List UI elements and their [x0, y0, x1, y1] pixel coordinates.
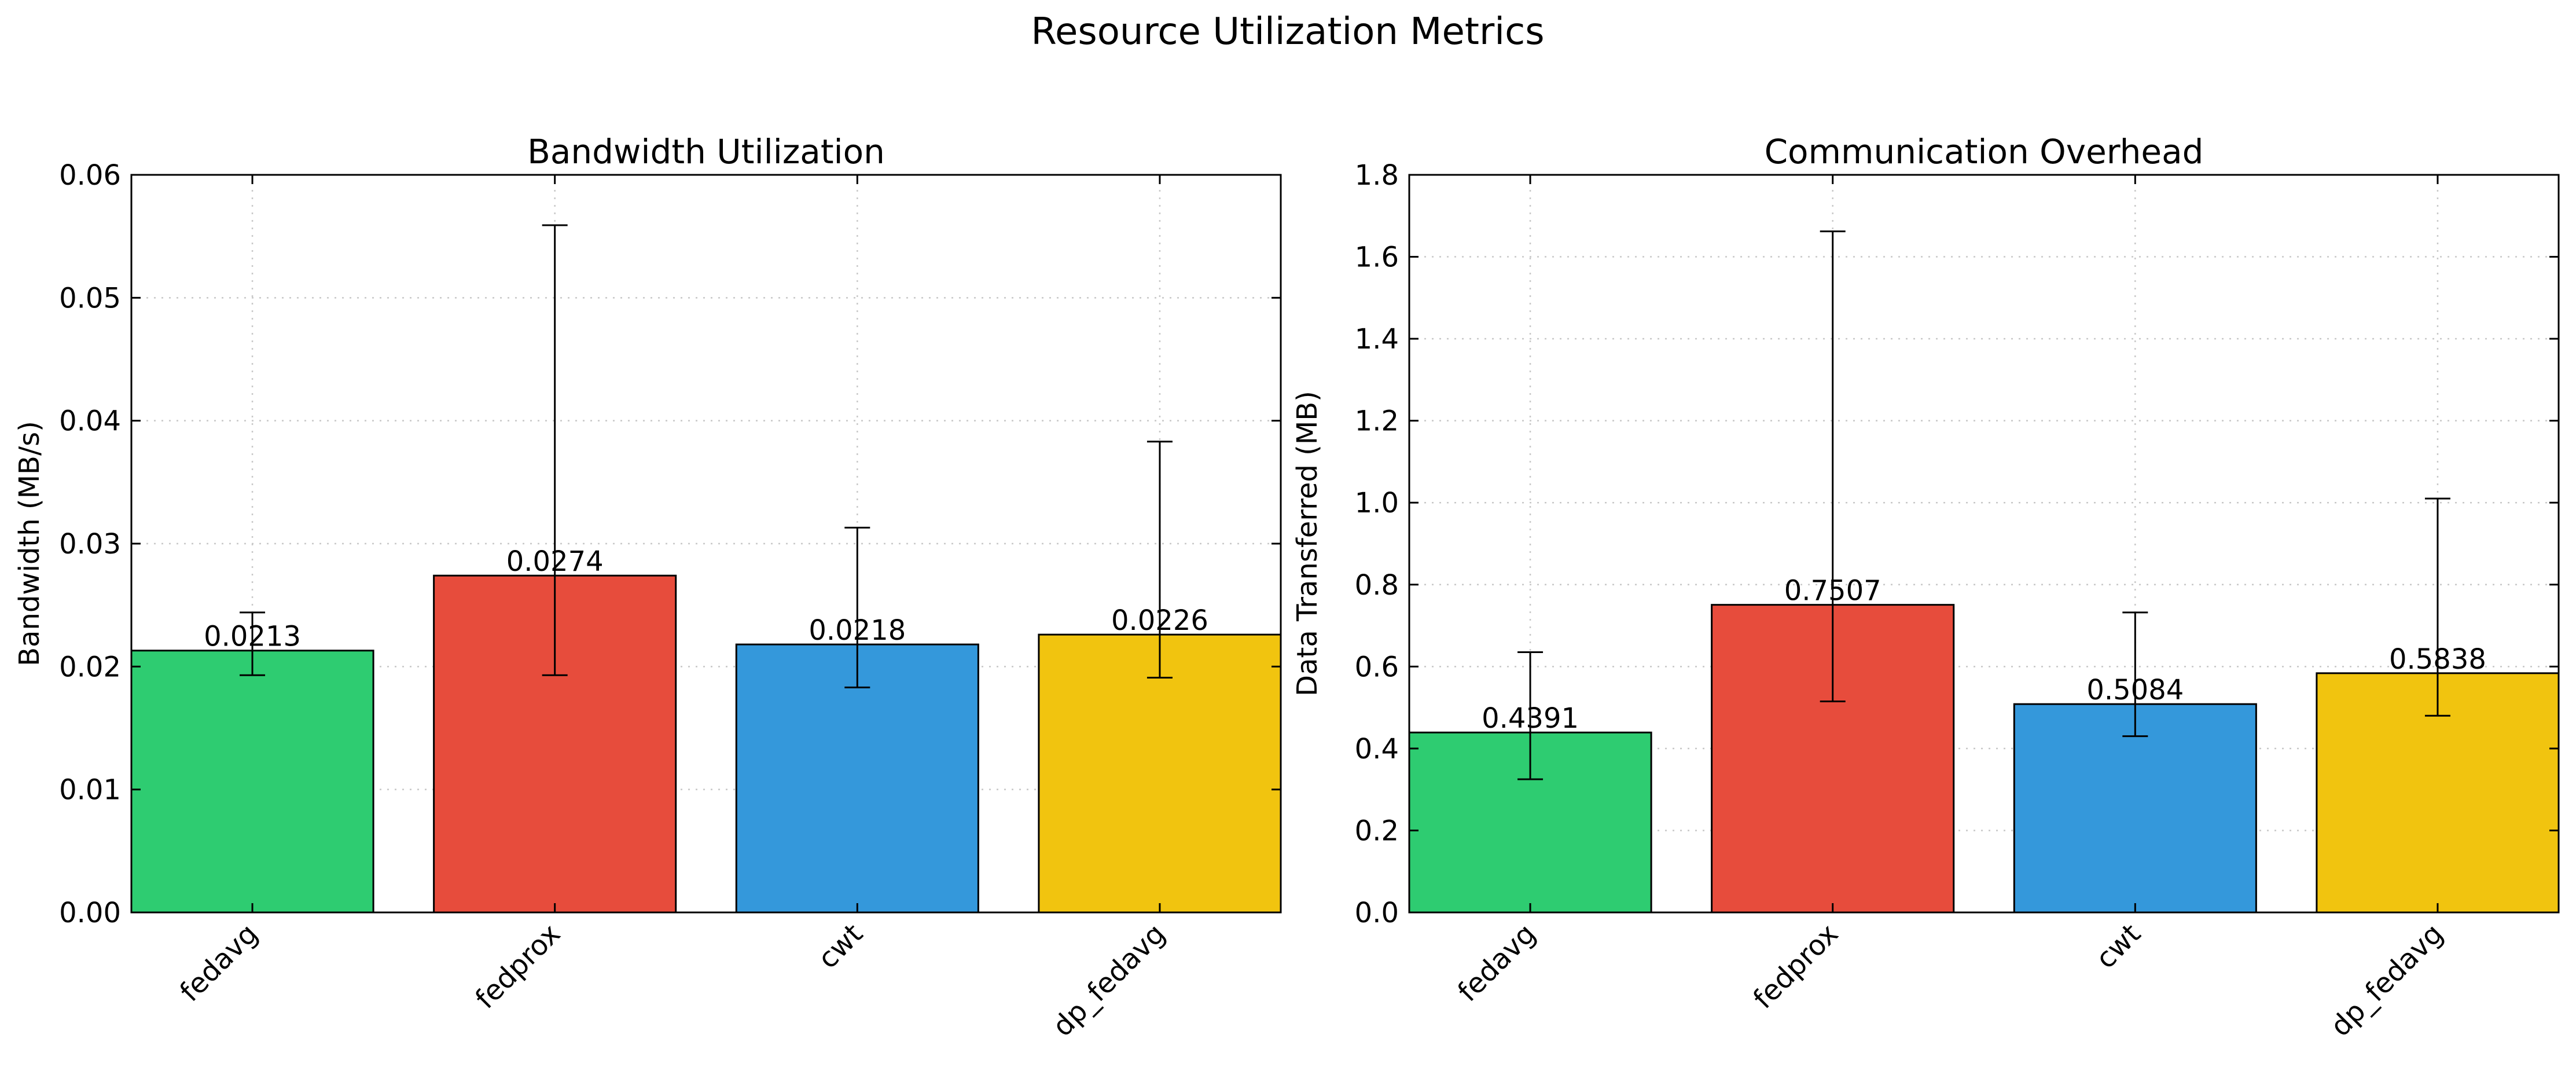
subplot-title: Communication Overhead — [1765, 132, 2204, 171]
y-tick-label: 0.2 — [1355, 815, 1399, 847]
y-tick-label: 0.03 — [59, 528, 121, 560]
bar-dp_fedavg — [1038, 633, 1282, 914]
y-tick-label: 0.02 — [59, 651, 121, 683]
y-axis-label: Bandwidth (MB/s) — [13, 421, 46, 666]
data-label: 0.7507 — [1784, 575, 1882, 607]
figure-title: Resource Utilization Metrics — [1031, 10, 1544, 53]
y-tick-label: 0.00 — [59, 897, 121, 929]
y-axis-label: Data Transferred (MB) — [1291, 391, 1324, 696]
subplot-title: Bandwidth Utilization — [527, 132, 885, 171]
data-label: 0.0213 — [204, 621, 301, 653]
y-tick-label: 0.0 — [1355, 897, 1399, 929]
bar-cwt — [735, 643, 979, 914]
y-tick-label: 1.0 — [1355, 487, 1399, 519]
y-tick-label: 0.05 — [59, 282, 121, 314]
y-tick-label: 1.8 — [1355, 159, 1399, 192]
bandwidth-chart: 0.0213 0.0274 0.0218 0.0226 0.00 0.01 0.02 0.03… — [13, 132, 1282, 1043]
y-tick-label: 0.04 — [59, 405, 121, 438]
y-tick-label: 0.8 — [1355, 569, 1399, 602]
plot-frame — [1408, 174, 2560, 914]
y-tick-label: 0.01 — [59, 774, 121, 806]
y-tick-label: 0.6 — [1355, 651, 1399, 683]
bar-fedavg — [130, 650, 374, 914]
overhead-chart: 0.4391 0.7507 0.5084 0.5838 0.0 0.2 0.4 0.6 0.8 1… — [1291, 132, 2560, 1043]
y-tick-label: 1.6 — [1355, 241, 1399, 274]
y-tick-label: 0.06 — [59, 159, 121, 192]
data-label: 0.0274 — [506, 545, 604, 578]
data-label: 0.0218 — [809, 614, 906, 647]
data-label: 0.4391 — [1482, 702, 1579, 735]
data-label: 0.5838 — [2389, 643, 2486, 676]
data-label: 0.5084 — [2086, 674, 2184, 706]
y-tick-label: 1.4 — [1355, 323, 1399, 355]
y-tick-label: 1.2 — [1355, 405, 1399, 438]
bar-cwt — [2013, 703, 2257, 914]
data-label: 0.0226 — [1111, 604, 1208, 637]
y-tick-label: 0.4 — [1355, 733, 1399, 765]
